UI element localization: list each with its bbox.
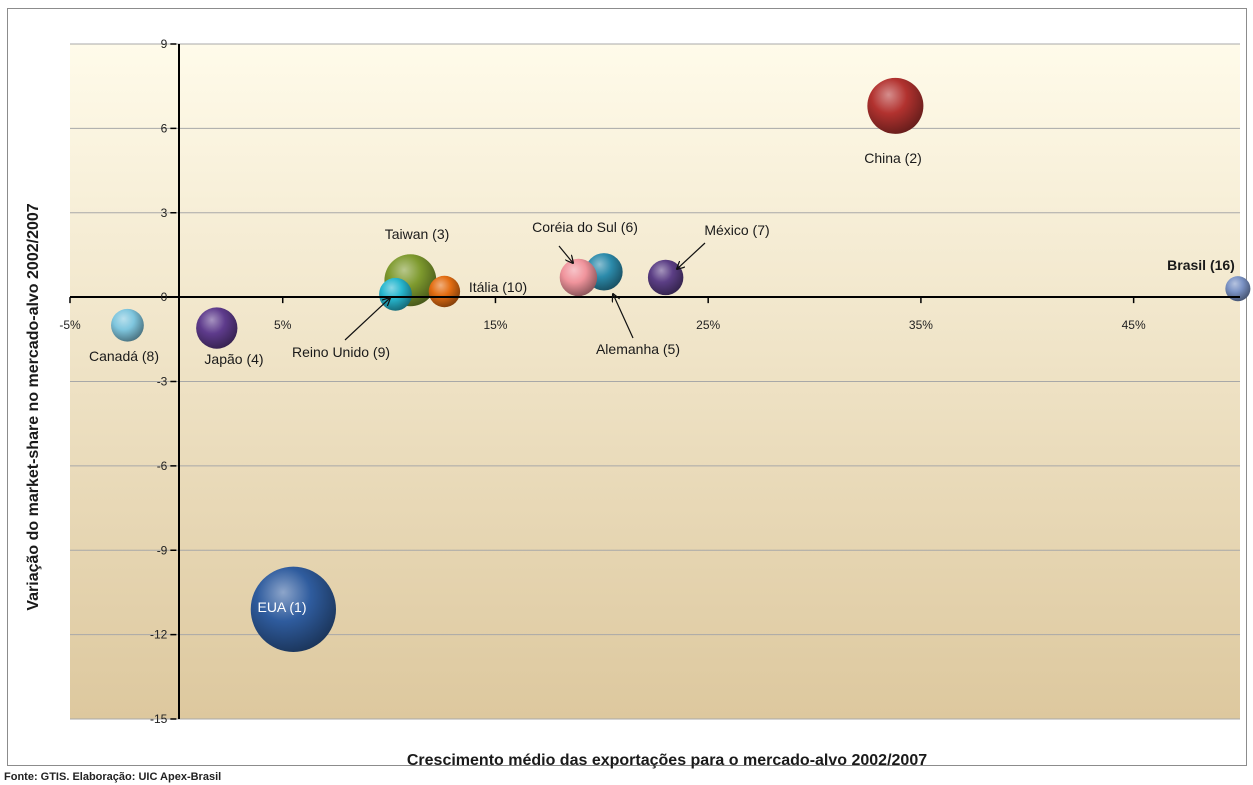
bubble-10	[1225, 276, 1251, 302]
axes	[70, 44, 1240, 719]
label-taiwan: Taiwan (3)	[385, 226, 450, 242]
x-tick-label-1: 5%	[274, 318, 292, 332]
x-axis-title: Crescimento médio das exportações para o…	[407, 752, 927, 769]
y-tick-label-7: -12	[150, 628, 168, 642]
label-coreia-do-sul: Coréia do Sul (6)	[532, 219, 638, 235]
bubble-9	[428, 275, 461, 308]
x-tick-label-0: -5%	[59, 318, 81, 332]
label-canada: Canadá (8)	[89, 348, 159, 364]
source-note: Fonte: GTIS. Elaboração: UIC Apex-Brasil	[4, 771, 222, 783]
y-tick-label-0: 9	[161, 37, 168, 51]
bubbles	[111, 77, 1251, 652]
y-tick-label-3: 0	[161, 290, 168, 304]
label-italia: Itália (10)	[469, 279, 527, 295]
y-axis-title: Variação do market-share no mercado-alvo…	[25, 203, 42, 610]
y-tick-label-1: 6	[161, 121, 168, 135]
label-japao: Japão (4)	[204, 351, 263, 367]
x-tick-label-5: 45%	[1122, 318, 1146, 332]
y-tick-label-8: -15	[150, 712, 168, 726]
data-labels: EUA (1) China (2) Taiwan (3) Japão (4) A…	[89, 150, 1235, 615]
y-tick-label-4: -3	[157, 375, 168, 389]
y-tick-label-2: 3	[161, 206, 168, 220]
bubble-5	[559, 258, 598, 297]
leader-lines	[344, 242, 706, 341]
bubble-1	[867, 77, 924, 134]
label-china: China (2)	[864, 150, 922, 166]
label-mexico: México (7)	[704, 222, 769, 238]
bubble-3	[196, 307, 238, 349]
leader-alemanha	[613, 294, 634, 339]
y-tick-label-6: -9	[157, 543, 168, 557]
x-tick-label-4: 35%	[909, 318, 933, 332]
leader-mexico	[677, 242, 706, 269]
label-reino-unido: Reino Unido (9)	[292, 344, 390, 360]
x-tick-label-2: 15%	[483, 318, 507, 332]
bubble-0	[250, 566, 337, 652]
label-alemanha: Alemanha (5)	[596, 341, 680, 357]
x-tick-label-3: 25%	[696, 318, 720, 332]
tick-labels: 9 6 3 0 -3 -6 -9 -12 -15 -5% 5% 15% 25% 35% 45%	[59, 37, 1146, 726]
y-tick-label-5: -6	[157, 459, 168, 473]
label-brasil: Brasil (16)	[1167, 257, 1235, 273]
bubble-8	[379, 277, 412, 311]
leader-reino-unido	[344, 298, 390, 341]
leader-coreia-do-sul	[558, 245, 573, 263]
bubble-7	[111, 308, 144, 342]
label-eua: EUA (1)	[257, 599, 306, 615]
bubble-6	[647, 259, 684, 296]
